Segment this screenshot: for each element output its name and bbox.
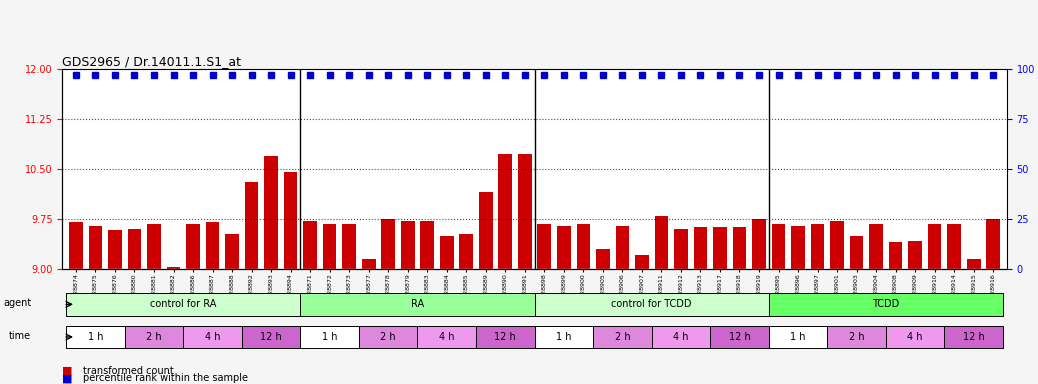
FancyBboxPatch shape [945, 326, 1003, 348]
Bar [225, 234, 239, 269]
FancyBboxPatch shape [827, 326, 885, 348]
FancyBboxPatch shape [184, 326, 242, 348]
Bar [908, 241, 922, 269]
Text: ■: ■ [62, 366, 73, 376]
Text: 12 h: 12 h [261, 332, 282, 342]
FancyBboxPatch shape [66, 326, 125, 348]
Text: agent: agent [3, 298, 31, 308]
Text: transformed count: transformed count [83, 366, 173, 376]
Bar [830, 221, 844, 269]
Bar [303, 221, 317, 269]
Bar [381, 219, 395, 269]
Text: 1 h: 1 h [790, 332, 805, 342]
Text: 12 h: 12 h [729, 332, 750, 342]
Text: 12 h: 12 h [494, 332, 516, 342]
Text: 2 h: 2 h [146, 332, 162, 342]
Text: 4 h: 4 h [204, 332, 220, 342]
Bar [869, 223, 883, 269]
Text: percentile rank within the sample: percentile rank within the sample [83, 373, 248, 383]
Text: 4 h: 4 h [674, 332, 688, 342]
Text: 2 h: 2 h [614, 332, 630, 342]
Bar [733, 227, 746, 269]
Text: TCDD: TCDD [872, 299, 900, 310]
Bar [362, 259, 376, 269]
Bar [889, 242, 902, 269]
Text: 1 h: 1 h [322, 332, 337, 342]
FancyBboxPatch shape [476, 326, 535, 348]
Text: 2 h: 2 h [849, 332, 865, 342]
FancyBboxPatch shape [66, 293, 300, 316]
Bar [538, 223, 551, 269]
Text: 12 h: 12 h [963, 332, 985, 342]
Bar [460, 234, 473, 269]
Bar [966, 259, 981, 269]
Text: time: time [9, 331, 31, 341]
Bar [186, 223, 200, 269]
Text: control for TCDD: control for TCDD [611, 299, 692, 310]
FancyBboxPatch shape [535, 293, 769, 316]
Bar [401, 221, 414, 269]
Bar [440, 235, 454, 269]
Bar [693, 227, 707, 269]
FancyBboxPatch shape [769, 293, 1003, 316]
Bar [498, 154, 512, 269]
Text: ■: ■ [62, 373, 73, 383]
Text: RA: RA [411, 299, 425, 310]
Bar [518, 154, 531, 269]
Bar [70, 222, 83, 269]
Bar [206, 222, 219, 269]
FancyBboxPatch shape [885, 326, 945, 348]
Text: 1 h: 1 h [87, 332, 103, 342]
Bar [674, 229, 688, 269]
Bar [928, 223, 941, 269]
FancyBboxPatch shape [535, 326, 593, 348]
Bar [713, 227, 727, 269]
Text: 1 h: 1 h [556, 332, 572, 342]
Bar [850, 235, 864, 269]
Bar [420, 221, 434, 269]
Bar [283, 172, 298, 269]
Bar [479, 192, 493, 269]
Bar [771, 223, 786, 269]
FancyBboxPatch shape [593, 326, 652, 348]
FancyBboxPatch shape [300, 326, 359, 348]
Bar [576, 223, 591, 269]
Text: control for RA: control for RA [151, 299, 217, 310]
Bar [245, 182, 258, 269]
Bar [323, 223, 336, 269]
Bar [108, 230, 121, 269]
FancyBboxPatch shape [417, 326, 476, 348]
Bar [948, 223, 961, 269]
Text: 2 h: 2 h [380, 332, 397, 342]
Bar [811, 223, 824, 269]
FancyBboxPatch shape [125, 326, 184, 348]
Bar [596, 249, 609, 269]
Bar [147, 223, 161, 269]
Text: GDS2965 / Dr.14011.1.S1_at: GDS2965 / Dr.14011.1.S1_at [62, 55, 241, 68]
Bar [167, 268, 181, 269]
Bar [616, 225, 629, 269]
Bar [655, 215, 668, 269]
Bar [635, 255, 649, 269]
FancyBboxPatch shape [652, 326, 710, 348]
Bar [128, 229, 141, 269]
Bar [753, 219, 766, 269]
FancyBboxPatch shape [359, 326, 417, 348]
Bar [343, 223, 356, 269]
FancyBboxPatch shape [300, 293, 535, 316]
FancyBboxPatch shape [242, 326, 300, 348]
Text: 4 h: 4 h [907, 332, 923, 342]
Text: 4 h: 4 h [439, 332, 455, 342]
Bar [265, 156, 278, 269]
Bar [791, 225, 804, 269]
Bar [986, 219, 1000, 269]
Bar [88, 225, 103, 269]
FancyBboxPatch shape [710, 326, 769, 348]
FancyBboxPatch shape [769, 326, 827, 348]
Bar [557, 225, 571, 269]
